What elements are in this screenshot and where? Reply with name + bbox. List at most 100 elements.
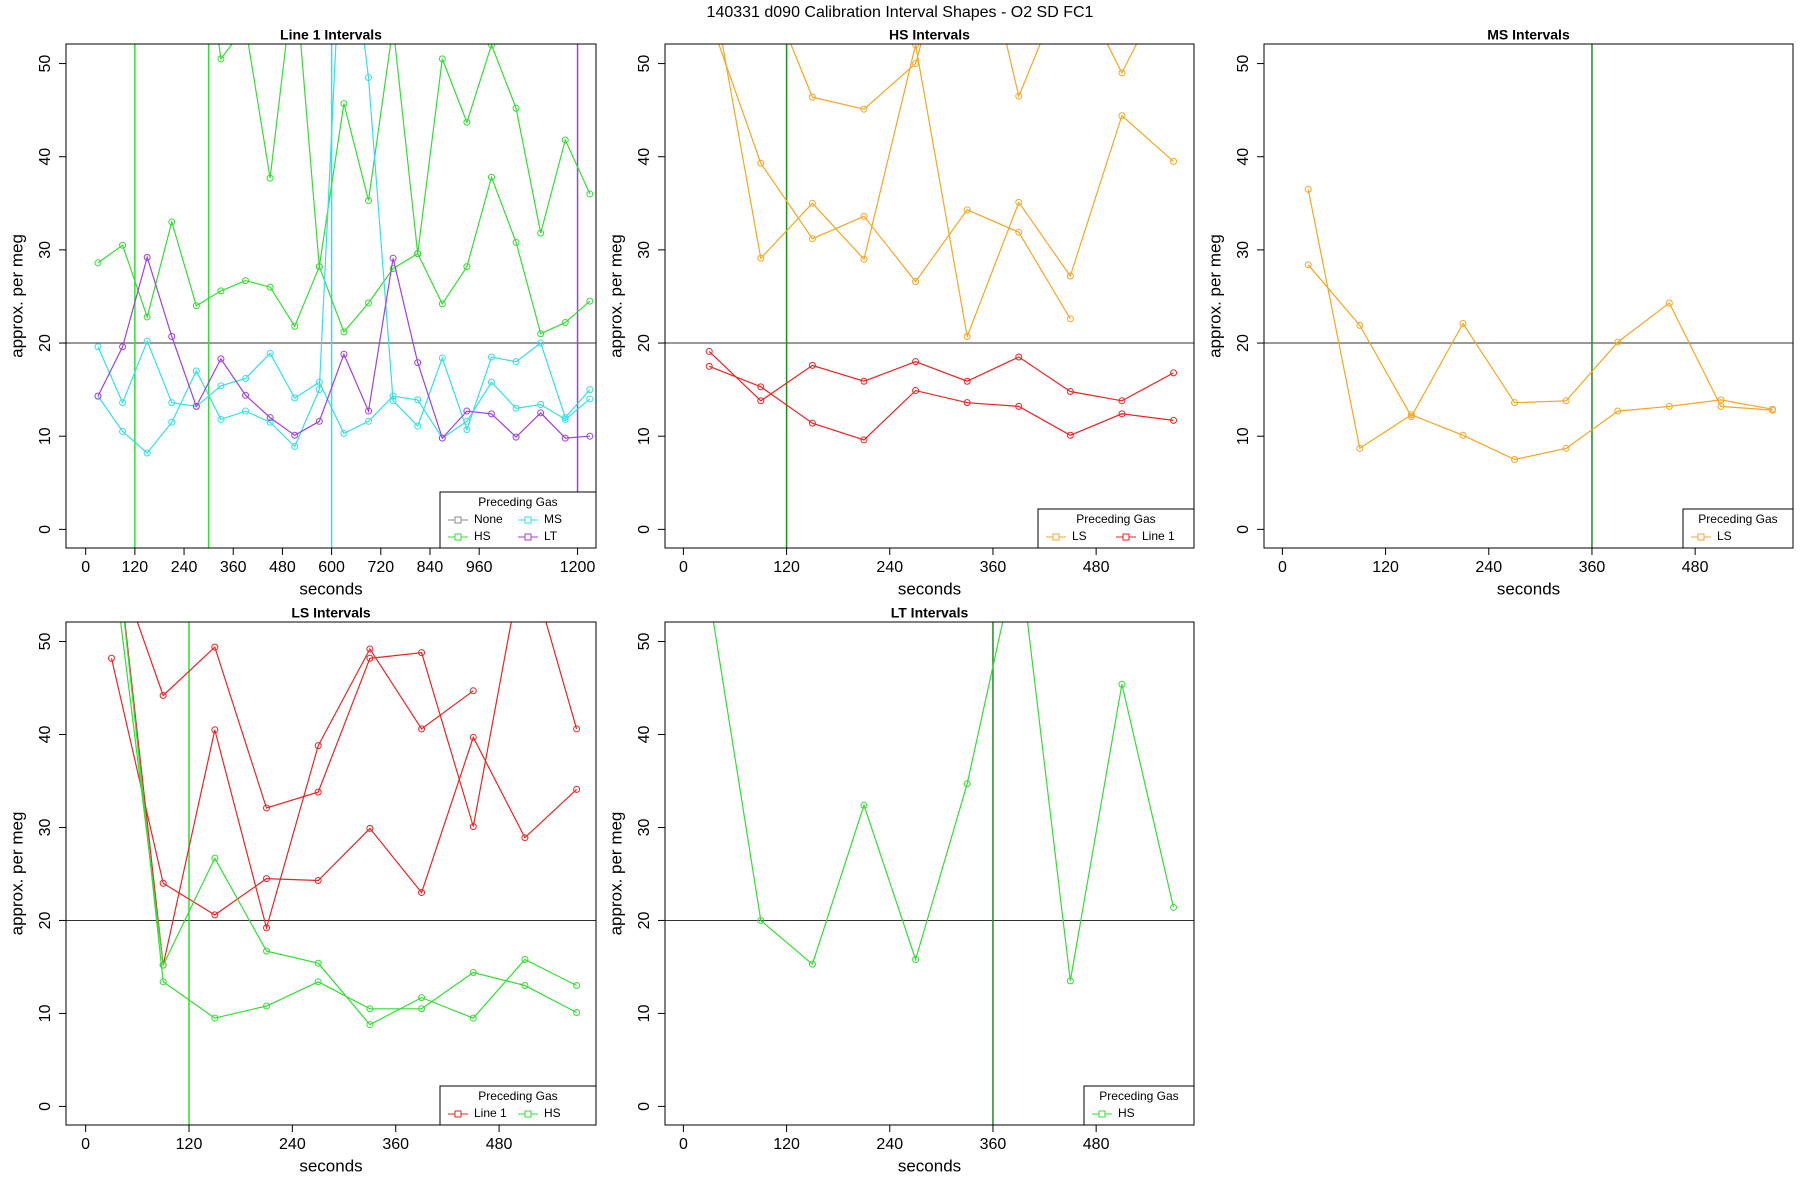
y-tick-label: 50 — [636, 55, 653, 73]
data-point — [266, 418, 274, 426]
x-tick-label: 0 — [679, 1136, 688, 1153]
data-point — [418, 889, 426, 897]
x-tick-label: 1200 — [560, 559, 596, 576]
data-point — [211, 911, 219, 919]
data-point — [242, 374, 250, 382]
x-axis-label: seconds — [1497, 579, 1560, 598]
data-point — [159, 961, 167, 969]
y-tick-label: 30 — [37, 241, 54, 259]
data-point — [366, 1005, 374, 1013]
data-point — [418, 994, 426, 1002]
data-point — [573, 982, 581, 990]
data-point — [94, 343, 102, 351]
data-point — [1665, 402, 1673, 410]
x-axis-label: seconds — [898, 1156, 961, 1175]
y-tick-label: 10 — [37, 1004, 54, 1022]
legend-swatch — [454, 516, 462, 524]
data-point — [266, 414, 274, 422]
data-point — [366, 654, 374, 662]
x-tick-label: 360 — [980, 559, 1007, 576]
x-tick-label: 480 — [1083, 1136, 1110, 1153]
data-point — [1015, 402, 1023, 410]
data-point — [808, 199, 816, 207]
data-point — [512, 404, 520, 412]
x-tick-label: 0 — [81, 559, 90, 576]
data-point — [963, 399, 971, 407]
data-point — [860, 436, 868, 444]
legend-label: HS — [1118, 1106, 1135, 1120]
data-point — [757, 254, 765, 262]
data-point — [808, 960, 816, 968]
series-line — [120, 622, 577, 1026]
data-point — [1015, 228, 1023, 236]
data-point — [1066, 315, 1074, 323]
data-point — [705, 347, 713, 355]
legend-title: Preceding Gas — [1698, 512, 1777, 526]
data-point — [912, 278, 920, 286]
data-point — [143, 313, 151, 321]
data-point — [192, 402, 200, 410]
data-point — [1066, 977, 1074, 985]
data-point — [521, 956, 529, 964]
data-point — [340, 328, 348, 336]
data-point — [561, 434, 569, 442]
data-point — [860, 801, 868, 809]
data-point — [168, 333, 176, 341]
y-tick-label: 0 — [636, 1102, 653, 1111]
data-point — [586, 297, 594, 305]
data-point — [808, 419, 816, 427]
y-axis-label: approx. per meg — [1205, 234, 1224, 358]
data-point — [192, 302, 200, 310]
data-point — [757, 383, 765, 391]
data-point — [263, 924, 271, 932]
data-point — [315, 417, 323, 425]
series-line — [1307, 264, 1773, 418]
y-tick-label: 10 — [636, 427, 653, 445]
data-point — [389, 397, 397, 405]
legend-label: LS — [1717, 529, 1732, 543]
data-point — [487, 44, 495, 49]
data-point — [757, 159, 765, 167]
y-tick-label: 40 — [636, 726, 653, 744]
data-point — [365, 74, 373, 82]
y-axis-label: approx. per meg — [606, 234, 625, 358]
y-axis-label: approx. per meg — [7, 234, 26, 358]
series-line — [123, 622, 577, 1019]
data-point — [521, 834, 529, 842]
legend-swatch — [524, 516, 532, 524]
data-point — [860, 105, 868, 113]
legend-swatch — [524, 1110, 532, 1118]
page-title: 140331 d090 Calibration Interval Shapes … — [707, 4, 1094, 21]
data-point — [1407, 413, 1415, 421]
series-line — [1307, 189, 1773, 461]
legend-swatch — [454, 1110, 462, 1118]
x-tick-label: 240 — [876, 559, 903, 576]
data-point — [537, 330, 545, 338]
x-tick-label: 840 — [417, 559, 444, 576]
data-point — [340, 429, 348, 437]
data-point — [1562, 444, 1570, 452]
y-tick-label: 40 — [1235, 148, 1252, 166]
data-point — [808, 93, 816, 101]
data-point — [217, 355, 225, 363]
data-point — [365, 407, 373, 415]
data-point — [211, 854, 219, 862]
legend-title: Preceding Gas — [1099, 1089, 1178, 1103]
data-point — [291, 431, 299, 439]
y-tick-label: 40 — [37, 148, 54, 166]
data-point — [418, 1005, 426, 1013]
data-point — [757, 916, 765, 924]
x-tick-label: 0 — [81, 1136, 90, 1153]
data-point — [314, 876, 322, 884]
y-axis-label: approx. per meg — [606, 812, 625, 936]
data-point — [573, 725, 581, 733]
data-point — [314, 959, 322, 967]
x-tick-label: 240 — [171, 559, 198, 576]
data-point — [1015, 92, 1023, 100]
data-point — [159, 691, 167, 699]
data-point — [192, 367, 200, 375]
data-point — [463, 263, 471, 271]
data-point — [418, 649, 426, 657]
y-tick-label: 20 — [636, 334, 653, 352]
